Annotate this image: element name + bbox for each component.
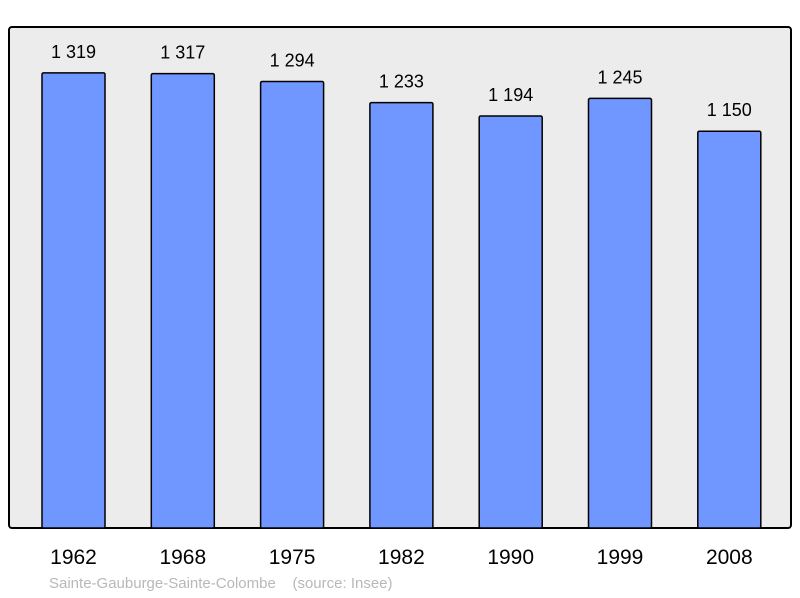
bar-1968 xyxy=(150,72,216,529)
data-label-1990: 1 194 xyxy=(488,85,533,105)
x-tick-label-2008: 2008 xyxy=(706,546,753,569)
footer: Sainte-Gauburge-Sainte-Colombe (source: … xyxy=(49,575,393,592)
bar-1999 xyxy=(587,97,653,529)
bar-1990 xyxy=(478,115,543,529)
x-tick-label-1962: 1962 xyxy=(50,546,97,569)
bar-1982 xyxy=(369,101,434,529)
bar-1962 xyxy=(41,72,106,529)
bar-2008 xyxy=(697,130,762,529)
x-tick-label-1982: 1982 xyxy=(378,546,425,569)
commune-name: Sainte-Gauburge-Sainte-Colombe xyxy=(49,575,276,592)
x-tick-label-1990: 1990 xyxy=(487,546,534,569)
data-label-1999: 1 245 xyxy=(597,67,642,87)
data-label-2008: 1 150 xyxy=(707,100,752,120)
data-label-1962: 1 319 xyxy=(51,42,96,62)
data-label-1968: 1 317 xyxy=(160,43,205,63)
bar-1975 xyxy=(259,80,325,529)
data-label-1975: 1 294 xyxy=(270,51,315,71)
data-label-1982: 1 233 xyxy=(379,72,424,92)
x-tick-label-1975: 1975 xyxy=(269,546,316,569)
source-note: (source: Insee) xyxy=(292,575,393,592)
x-tick-label-1968: 1968 xyxy=(159,546,206,569)
x-tick-label-1999: 1999 xyxy=(597,546,644,569)
